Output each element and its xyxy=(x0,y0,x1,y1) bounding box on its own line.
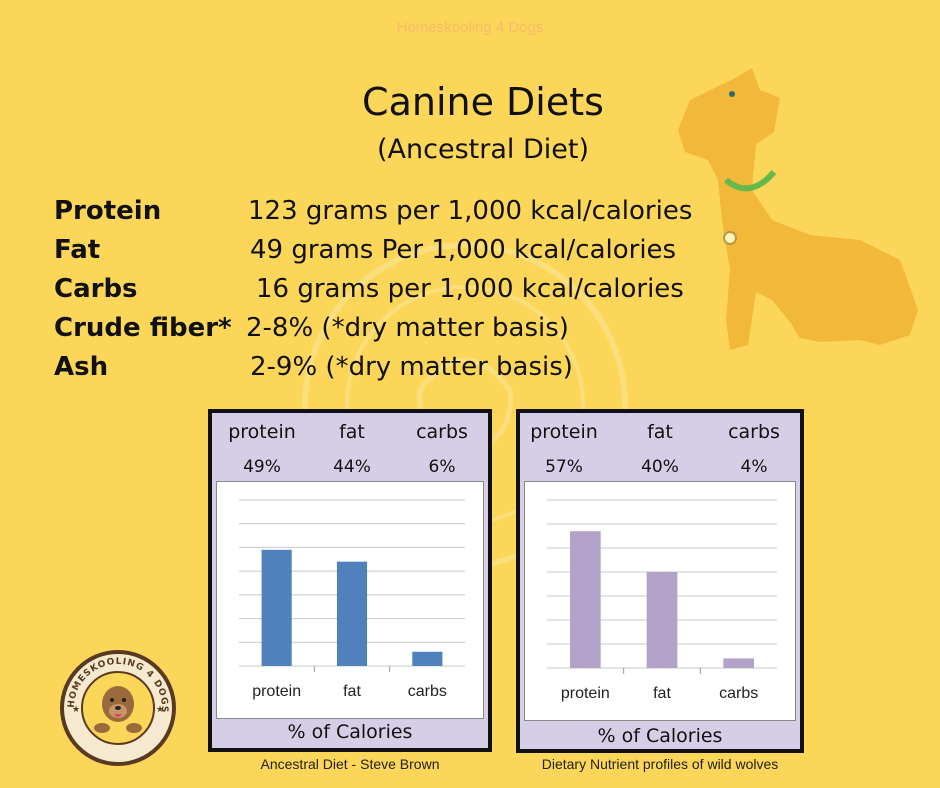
x-tick-label: carbs xyxy=(719,685,758,702)
header-value-label: 49% xyxy=(243,457,281,477)
x-axis-title: % of Calories xyxy=(597,725,723,747)
bar-protein xyxy=(570,531,601,668)
x-tick-label: protein xyxy=(252,683,301,700)
nutrient-value: 49 grams Per 1,000 kcal/calories xyxy=(250,235,677,265)
nutrient-value: 123 grams per 1,000 kcal/calories xyxy=(248,196,693,226)
header-category-label: protein xyxy=(530,421,598,443)
nutrient-label: Ash xyxy=(54,352,109,382)
bar-carbs xyxy=(723,658,754,668)
x-tick-label: fat xyxy=(653,685,671,702)
nutrient-value: 2-8% (*dry matter basis) xyxy=(246,313,569,343)
bar-carbs xyxy=(412,651,443,666)
svg-text:★: ★ xyxy=(156,705,164,715)
x-tick-label: carbs xyxy=(408,683,447,700)
chart-panel: protein fat carbs 49% 44% 6% protein fat c… xyxy=(212,413,488,748)
header-value-label: 40% xyxy=(641,457,679,477)
header-value-label: 44% xyxy=(333,457,371,477)
bar-plot: protein fat carbs xyxy=(547,499,777,702)
header-category-label: carbs xyxy=(728,421,780,443)
chart-panel: protein fat carbs 57% 40% 4% protein fat c… xyxy=(520,413,800,749)
plot-area: protein fat carbs xyxy=(216,481,484,719)
header-value-label: 4% xyxy=(740,457,768,477)
nutrient-label: Carbs xyxy=(54,274,138,304)
nutrient-value: 16 grams per 1,000 kcal/calories xyxy=(256,274,684,304)
chart-caption: Ancestral Diet - Steve Brown xyxy=(260,756,440,772)
bar-protein xyxy=(261,549,292,666)
bar-fat xyxy=(646,572,678,668)
homeskooling-logo: HOMESKOOLING 4 DOGS ★ ★ xyxy=(60,650,176,766)
page-title: Canine Diets xyxy=(362,80,604,124)
chart-caption: Dietary Nutrient profiles of wild wolves xyxy=(541,756,779,772)
ancestral-diet-chart: protein fat carbs 49% 44% 6% protein fat c… xyxy=(208,409,492,752)
bar-fat xyxy=(336,561,368,666)
header-value-label: 57% xyxy=(545,457,583,477)
nutrient-value: 2-9% (*dry matter basis) xyxy=(250,352,573,382)
brand-watermark: Homeskooling 4 Dogs xyxy=(396,19,544,36)
header-category-label: protein xyxy=(228,421,296,443)
svg-text:★: ★ xyxy=(72,705,80,715)
header-category-label: fat xyxy=(647,421,673,443)
dog-illustration xyxy=(678,68,918,350)
x-tick-label: protein xyxy=(561,685,610,702)
bar-plot: protein fat carbs xyxy=(239,499,465,700)
nutrient-label: Crude fiber* xyxy=(54,313,232,343)
header-category-label: fat xyxy=(339,421,365,443)
header-category-label: carbs xyxy=(416,421,468,443)
page-subtitle: (Ancestral Diet) xyxy=(377,134,589,165)
x-tick-label: fat xyxy=(343,683,361,700)
x-axis-title: % of Calories xyxy=(287,721,413,743)
nutrient-label: Protein xyxy=(54,196,162,226)
nutrient-label: Fat xyxy=(54,235,101,265)
header-value-label: 6% xyxy=(428,457,456,477)
wild-wolves-chart: protein fat carbs 57% 40% 4% protein fat c… xyxy=(516,409,804,753)
plot-area: protein fat carbs xyxy=(524,481,796,721)
